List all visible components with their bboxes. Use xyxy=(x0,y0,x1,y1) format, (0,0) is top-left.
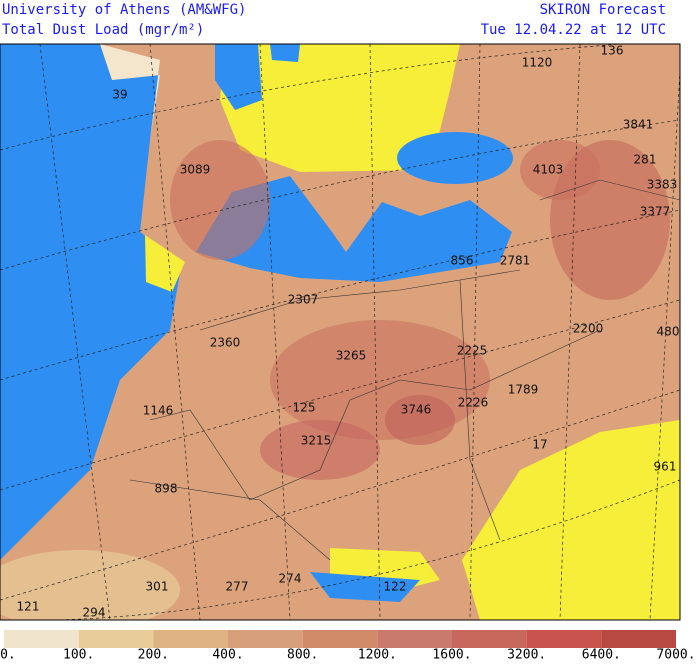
map-value-label: 3746 xyxy=(401,403,432,417)
colorbar-swatch xyxy=(78,630,154,648)
map-value-label: 3377 xyxy=(640,205,671,219)
map-value-label: 3383 xyxy=(647,178,678,192)
map-value-label: 121 xyxy=(17,600,40,614)
map-value-label: 3841 xyxy=(623,118,654,132)
colorbar-label: 400. xyxy=(212,648,243,663)
map-frame xyxy=(0,43,681,621)
colorbar-swatch xyxy=(4,630,79,648)
map-value-label: 898 xyxy=(155,482,178,496)
map-value-label: 125 xyxy=(293,401,316,415)
graticule xyxy=(0,44,680,620)
map-value-label: 3215 xyxy=(301,434,332,448)
map-value-label: 136 xyxy=(601,44,624,58)
colorbar-label: 1200. xyxy=(358,648,397,663)
map-value-label: 2781 xyxy=(500,254,531,268)
map-value-label: 277 xyxy=(226,580,249,594)
map-value-label: 3089 xyxy=(180,163,211,177)
map-value-label: 480 xyxy=(657,325,680,339)
colorbar-label: 100. xyxy=(63,648,94,663)
colorbar-swatch xyxy=(228,630,303,648)
colorbar-swatch xyxy=(153,630,228,648)
colorbar-swatch xyxy=(377,630,452,648)
map-value-label: 1120 xyxy=(522,56,553,70)
colorbar-label: 800. xyxy=(287,648,318,663)
map-value-label: 301 xyxy=(146,580,169,594)
map-value-label: 1146 xyxy=(143,404,174,418)
header-left-2: Total Dust Load (mgr/m²) xyxy=(2,22,204,38)
colorbar-label: 3200. xyxy=(507,648,546,663)
colorbar-label: 10. xyxy=(0,648,16,663)
map-value-label: 2226 xyxy=(458,396,489,410)
colorbar-label: 6400. xyxy=(582,648,621,663)
map xyxy=(0,44,680,620)
map-value-label: 2307 xyxy=(288,293,319,307)
colorbar-swatch xyxy=(601,630,676,648)
colorbar-swatch xyxy=(526,630,602,648)
map-value-label: 2200 xyxy=(573,322,604,336)
map-value-label: 274 xyxy=(279,572,302,586)
header-right-1: SKIRON Forecast xyxy=(540,2,666,18)
map-value-label: 856 xyxy=(451,254,474,268)
map-value-label: 961 xyxy=(654,460,677,474)
borders xyxy=(129,179,680,561)
colorbar-label: 1600. xyxy=(432,648,471,663)
colorbar-label: 7000. xyxy=(656,648,695,663)
map-value-label: 294 xyxy=(83,606,106,620)
map-value-label: 2360 xyxy=(210,336,241,350)
colorbar-swatch xyxy=(452,630,527,648)
map-value-label: 39 xyxy=(112,88,127,102)
header-right-2: Tue 12.04.22 at 12 UTC xyxy=(481,22,666,38)
map-value-label: 2225 xyxy=(457,344,488,358)
colorbar-label: 200. xyxy=(138,648,169,663)
map-value-label: 122 xyxy=(384,580,407,594)
map-value-label: 4103 xyxy=(533,163,564,177)
map-value-label: 1789 xyxy=(508,383,539,397)
header-left-1: University of Athens (AM&WFG) xyxy=(2,2,246,18)
map-value-label: 281 xyxy=(634,153,657,167)
map-value-label: 17 xyxy=(532,438,547,452)
colorbar-swatch xyxy=(302,630,378,648)
map-value-label: 3265 xyxy=(336,349,367,363)
